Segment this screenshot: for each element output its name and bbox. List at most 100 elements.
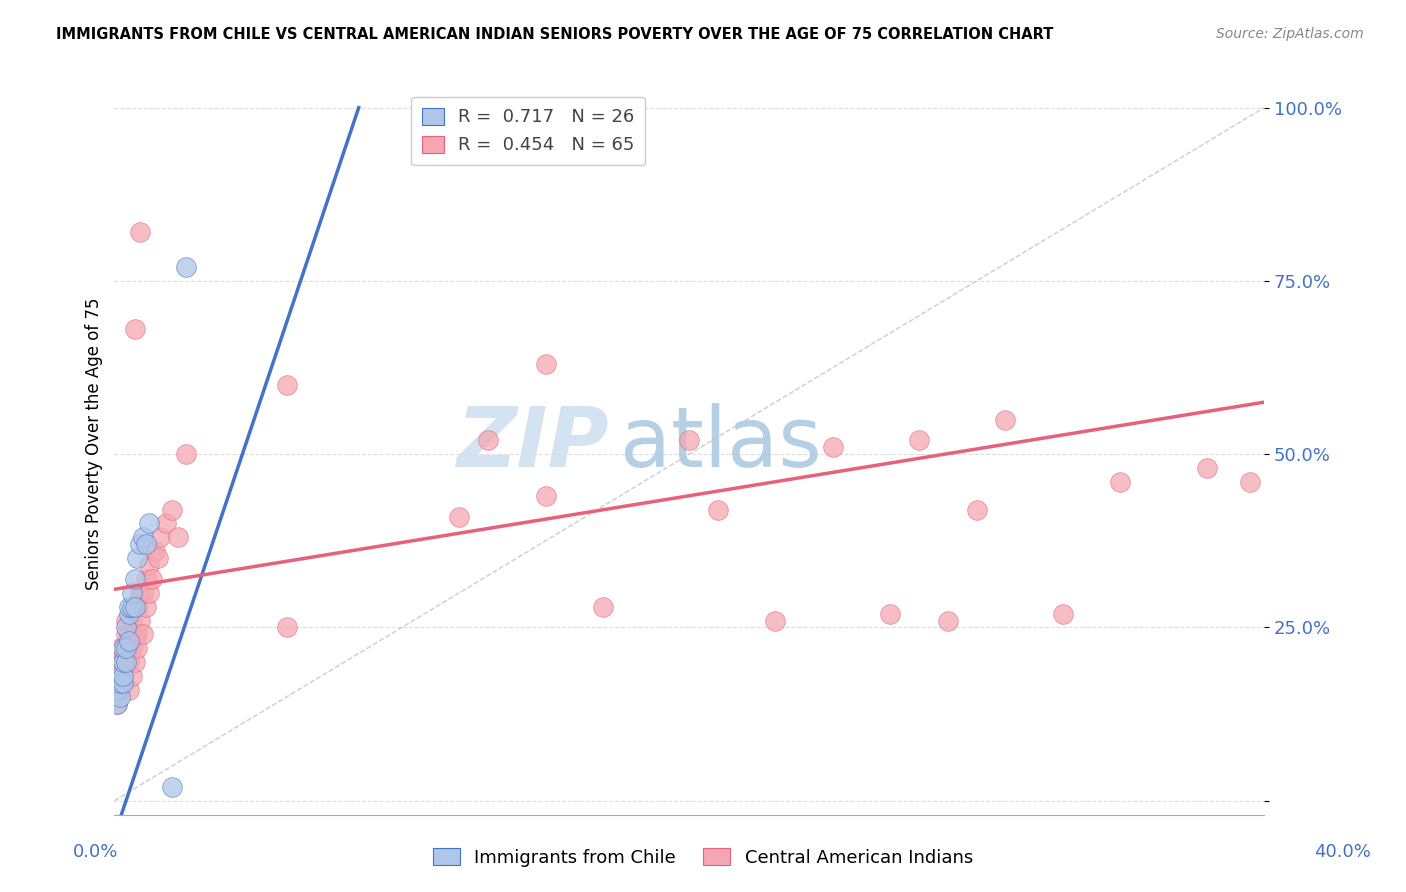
Point xyxy=(121,669,143,683)
Point xyxy=(765,614,787,628)
Point xyxy=(115,620,138,634)
Point xyxy=(124,599,146,614)
Point xyxy=(135,572,157,586)
Point xyxy=(108,655,131,669)
Point xyxy=(908,434,931,448)
Point xyxy=(1195,461,1218,475)
Point xyxy=(105,682,128,697)
Point xyxy=(1239,475,1261,489)
Point xyxy=(879,607,901,621)
Point xyxy=(112,669,135,683)
Point xyxy=(1052,607,1074,621)
Point xyxy=(115,641,138,656)
Point xyxy=(118,599,141,614)
Point xyxy=(112,641,135,656)
Point xyxy=(129,226,152,240)
Point xyxy=(105,655,128,669)
Point xyxy=(534,489,557,503)
Point xyxy=(121,614,143,628)
Point xyxy=(121,586,143,600)
Legend: R =  0.717   N = 26, R =  0.454   N = 65: R = 0.717 N = 26, R = 0.454 N = 65 xyxy=(411,97,645,165)
Point xyxy=(105,697,128,711)
Point xyxy=(477,434,499,448)
Point xyxy=(994,412,1017,426)
Point xyxy=(141,572,163,586)
Text: Source: ZipAtlas.com: Source: ZipAtlas.com xyxy=(1216,27,1364,41)
Point xyxy=(160,502,183,516)
Point xyxy=(124,599,146,614)
Text: 40.0%: 40.0% xyxy=(1315,843,1371,861)
Point xyxy=(124,655,146,669)
Point xyxy=(129,586,152,600)
Point xyxy=(678,434,700,448)
Point xyxy=(118,641,141,656)
Point xyxy=(105,697,128,711)
Text: ZIP: ZIP xyxy=(456,403,609,484)
Point xyxy=(121,599,143,614)
Point xyxy=(121,641,143,656)
Text: 0.0%: 0.0% xyxy=(73,843,118,861)
Point xyxy=(138,516,160,531)
Point xyxy=(112,676,135,690)
Point xyxy=(105,682,128,697)
Point xyxy=(135,599,157,614)
Point xyxy=(115,614,138,628)
Point xyxy=(115,655,138,669)
Point xyxy=(124,627,146,641)
Point xyxy=(936,614,959,628)
Point xyxy=(124,322,146,336)
Point xyxy=(160,780,183,794)
Point xyxy=(127,599,149,614)
Point xyxy=(108,676,131,690)
Point xyxy=(592,599,614,614)
Point xyxy=(108,669,131,683)
Point xyxy=(115,655,138,669)
Point xyxy=(707,502,730,516)
Point xyxy=(108,682,131,697)
Point xyxy=(276,377,298,392)
Point xyxy=(118,682,141,697)
Point xyxy=(138,586,160,600)
Point xyxy=(149,530,172,544)
Point xyxy=(132,530,155,544)
Point xyxy=(105,669,128,683)
Point xyxy=(127,627,149,641)
Point xyxy=(118,634,141,648)
Point xyxy=(821,440,844,454)
Point xyxy=(108,669,131,683)
Point xyxy=(112,641,135,656)
Text: IMMIGRANTS FROM CHILE VS CENTRAL AMERICAN INDIAN SENIORS POVERTY OVER THE AGE OF: IMMIGRANTS FROM CHILE VS CENTRAL AMERICA… xyxy=(56,27,1053,42)
Point xyxy=(132,586,155,600)
Text: atlas: atlas xyxy=(620,403,823,484)
Y-axis label: Seniors Poverty Over the Age of 75: Seniors Poverty Over the Age of 75 xyxy=(86,298,103,590)
Point xyxy=(135,537,157,551)
Point xyxy=(129,537,152,551)
Point xyxy=(132,627,155,641)
Point xyxy=(118,655,141,669)
Legend: Immigrants from Chile, Central American Indians: Immigrants from Chile, Central American … xyxy=(426,841,980,874)
Point xyxy=(966,502,988,516)
Point xyxy=(112,669,135,683)
Point xyxy=(143,544,166,558)
Point xyxy=(276,620,298,634)
Point xyxy=(174,447,197,461)
Point xyxy=(127,641,149,656)
Point xyxy=(112,655,135,669)
Point xyxy=(129,614,152,628)
Point xyxy=(118,607,141,621)
Point xyxy=(138,558,160,572)
Point xyxy=(124,572,146,586)
Point xyxy=(174,260,197,274)
Point xyxy=(108,641,131,656)
Point xyxy=(155,516,177,531)
Point xyxy=(449,509,471,524)
Point xyxy=(166,530,188,544)
Point xyxy=(108,690,131,704)
Point xyxy=(115,627,138,641)
Point xyxy=(146,551,169,566)
Point xyxy=(127,551,149,566)
Point xyxy=(118,627,141,641)
Point xyxy=(534,357,557,371)
Point xyxy=(1109,475,1132,489)
Point xyxy=(112,655,135,669)
